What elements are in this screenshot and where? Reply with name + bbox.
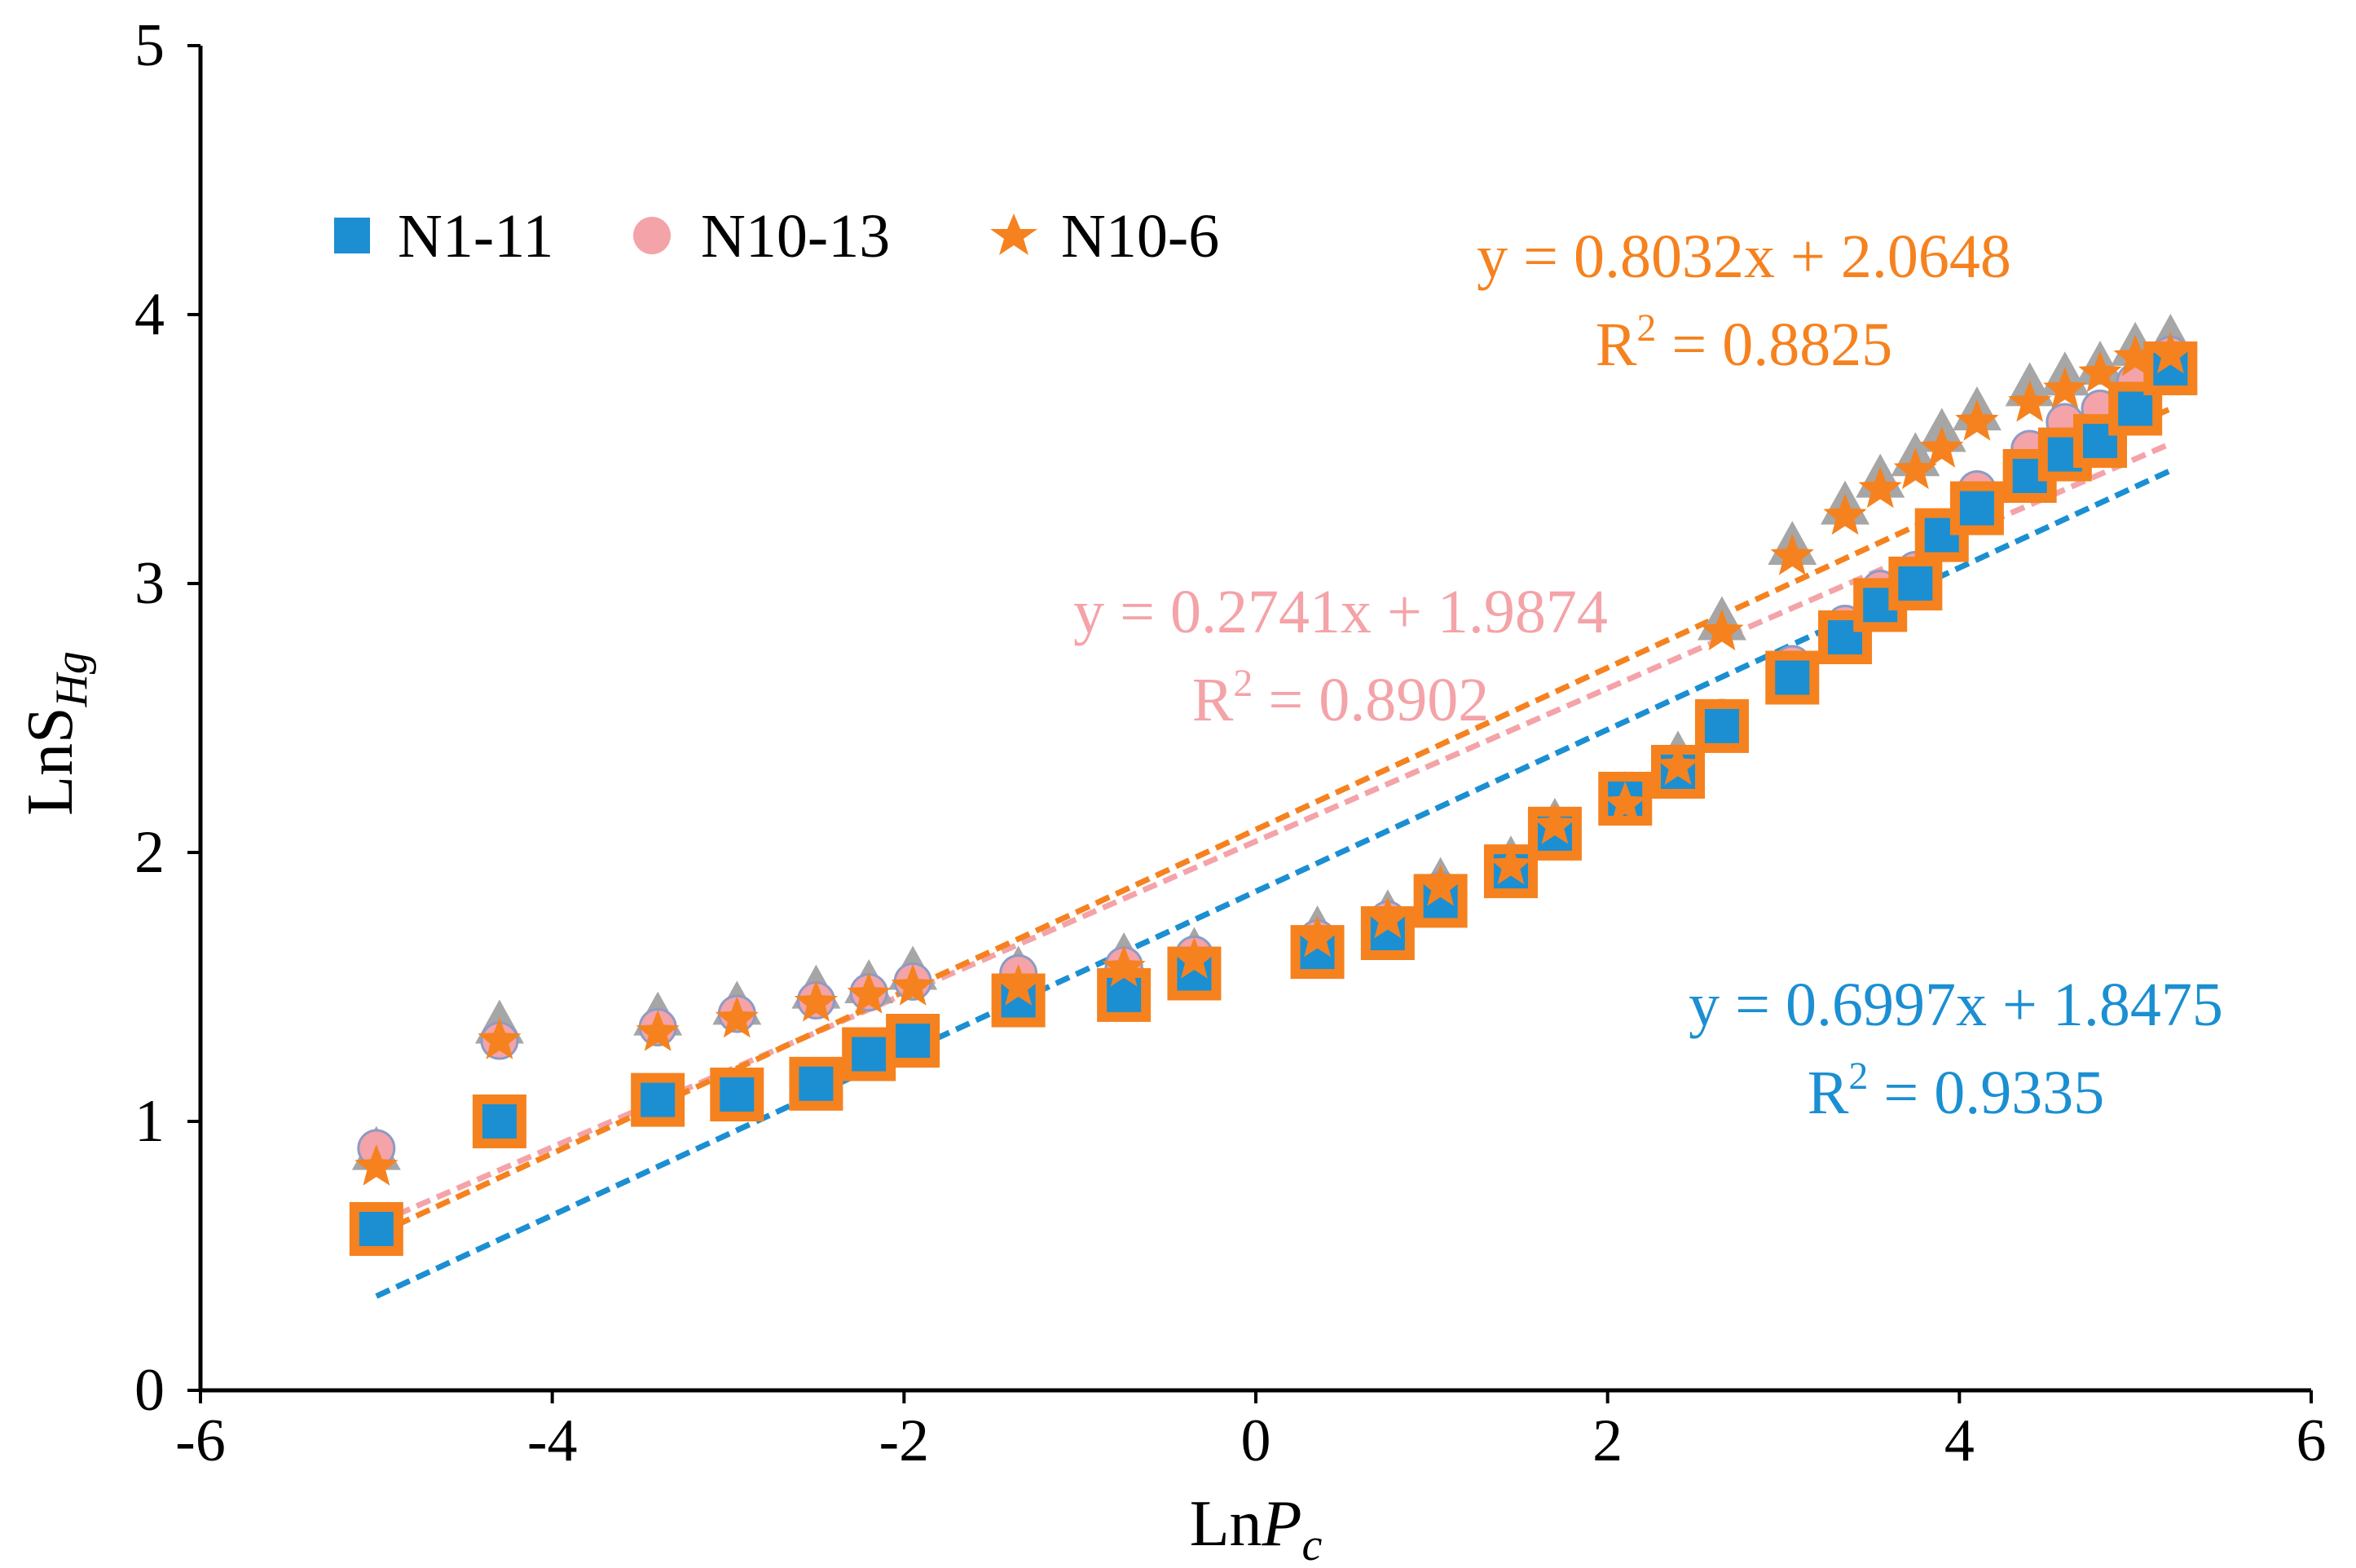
x-tick-label: 2 [1592, 1407, 1623, 1474]
x-tick-label: 0 [1241, 1407, 1271, 1474]
equation-n10-13: y = 0.2741x + 1.9874 [1073, 578, 1608, 646]
point-n10-6 [1770, 534, 1814, 575]
point-n1-11 [842, 1027, 896, 1081]
point-n10-6 [1656, 743, 1700, 786]
point-n10-6 [1172, 937, 1217, 979]
point-n1-11 [710, 1068, 764, 1121]
x-tick-label: 6 [2297, 1407, 2327, 1474]
legend-marker-n10-13 [633, 217, 671, 254]
r2-n10-6: R2 = 0.8825 [1596, 306, 1893, 379]
point-n10-6 [1533, 803, 1577, 844]
point-n1-11 [1818, 610, 1873, 664]
legend-label-n1-11: N1-11 [398, 202, 553, 271]
axis-ticks: -6 -4 -2 0 2 4 6 0 1 2 3 4 5 [134, 12, 2327, 1474]
legend-marker-n10-6 [990, 214, 1037, 255]
point-n1-11 [1765, 650, 1820, 705]
point-n1-11 [349, 1202, 403, 1256]
y-axis-title: LnSHg [15, 651, 97, 816]
point-n1-11 [789, 1056, 843, 1111]
point-n10-6 [997, 964, 1041, 1006]
point-n10-6 [1489, 843, 1533, 885]
r2-n1-11: R2 = 0.9335 [1808, 1055, 2105, 1127]
legend: N1-11 N10-13 N10-6 [334, 202, 1219, 271]
y-tick-label: 1 [134, 1088, 165, 1155]
point-n10-6 [794, 980, 838, 1022]
data-points [349, 314, 2198, 1256]
point-n10-6 [1102, 945, 1146, 987]
annotation-n1-11: y = 0.6997x + 1.8475 R2 = 0.9335 [1689, 971, 2223, 1127]
point-n10-6 [1920, 426, 1964, 468]
point-n10-6 [478, 1018, 522, 1059]
point-n10-6 [2148, 332, 2192, 374]
point-n10-6 [1603, 781, 1647, 823]
point-n10-6 [1955, 399, 1999, 441]
point-n10-6 [2078, 350, 2122, 393]
point-n1-11 [886, 1014, 940, 1068]
point-n10-6 [847, 971, 891, 1014]
r2-n10-13: R2 = 0.8902 [1192, 662, 1490, 734]
point-n1-11 [1888, 557, 1943, 610]
point-n10-6 [355, 1144, 399, 1186]
x-tick-label: 4 [1944, 1407, 1975, 1474]
y-tick-label: 0 [134, 1357, 165, 1424]
x-axis-title: LnPc [1190, 1488, 1323, 1568]
x-tick-label: -2 [879, 1407, 930, 1474]
point-n1-11 [1097, 967, 1152, 1022]
point-n1-11 [472, 1095, 526, 1148]
x-tick-label: -4 [527, 1407, 578, 1474]
point-n10-6 [1366, 896, 1410, 939]
y-tick-label: 5 [134, 12, 165, 79]
point-n10-6 [1823, 493, 1867, 535]
point-n10-6 [1295, 915, 1340, 958]
y-tick-label: 3 [134, 550, 165, 617]
y-tick-label: 2 [134, 819, 165, 886]
y-tick-label: 4 [134, 281, 165, 348]
trendlines [375, 406, 2172, 1299]
point-n10-6 [2008, 380, 2052, 422]
legend-label-n10-6: N10-6 [1061, 202, 1219, 271]
point-n1-11 [2073, 414, 2127, 469]
equation-n10-6: y = 0.8032x + 2.0648 [1477, 222, 2011, 291]
point-n10-6 [1700, 609, 1744, 651]
point-n10-6 [715, 996, 759, 1038]
x-tick-label: -6 [175, 1407, 226, 1474]
point-n10-6 [2043, 367, 2087, 409]
point-n1-11 [631, 1072, 685, 1127]
point-n10-6 [1858, 466, 1902, 509]
point-n1-11 [1651, 745, 1705, 799]
point-n1-11 [1949, 481, 2004, 535]
point-n10-6 [891, 964, 935, 1006]
equation-n1-11: y = 0.6997x + 1.8475 [1689, 971, 2223, 1039]
point-n10-6 [1893, 447, 1937, 490]
point-n10-6 [2113, 334, 2157, 377]
point-n10-6 [636, 1010, 680, 1051]
annotation-n10-6: y = 0.8032x + 2.0648 R2 = 0.8825 [1477, 222, 2011, 379]
legend-label-n10-13: N10-13 [701, 202, 890, 271]
point-n1-11 [1694, 698, 1749, 753]
legend-marker-n1-11 [334, 218, 370, 253]
point-n10-6 [1419, 864, 1463, 906]
annotation-n10-13: y = 0.2741x + 1.9874 R2 = 0.8902 [1073, 578, 1608, 734]
